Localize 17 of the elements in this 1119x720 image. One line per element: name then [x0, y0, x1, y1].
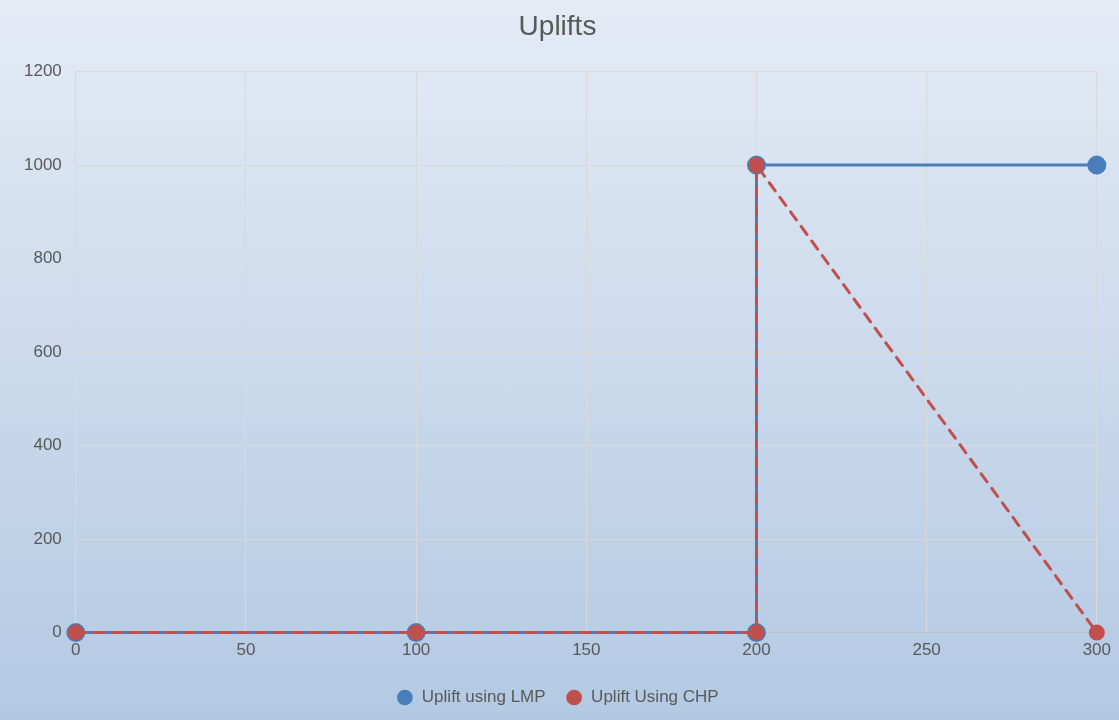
y-tick-label: 800 — [33, 248, 62, 268]
x-tick-label: 250 — [912, 640, 941, 660]
y-tick-label: 200 — [33, 528, 62, 548]
x-tick-label: 0 — [71, 640, 81, 660]
x-tick-label: 150 — [572, 640, 601, 660]
x-tick-label: 100 — [401, 640, 431, 660]
y-tick-label: 1200 — [23, 61, 62, 81]
chart-title: Uplifts — [518, 9, 597, 41]
y-tick-label: 1000 — [23, 154, 62, 174]
y-tick-label: 600 — [33, 341, 62, 361]
y-tick-label: 0 — [52, 622, 62, 642]
legend-label: Uplift Using CHP — [591, 687, 719, 707]
y-tick-label: 400 — [33, 435, 62, 455]
x-tick-label: 200 — [742, 640, 771, 660]
x-tick-label: 50 — [236, 640, 256, 660]
x-tick-label: 300 — [1082, 640, 1112, 660]
legend-label: Uplift using LMP — [421, 687, 546, 707]
